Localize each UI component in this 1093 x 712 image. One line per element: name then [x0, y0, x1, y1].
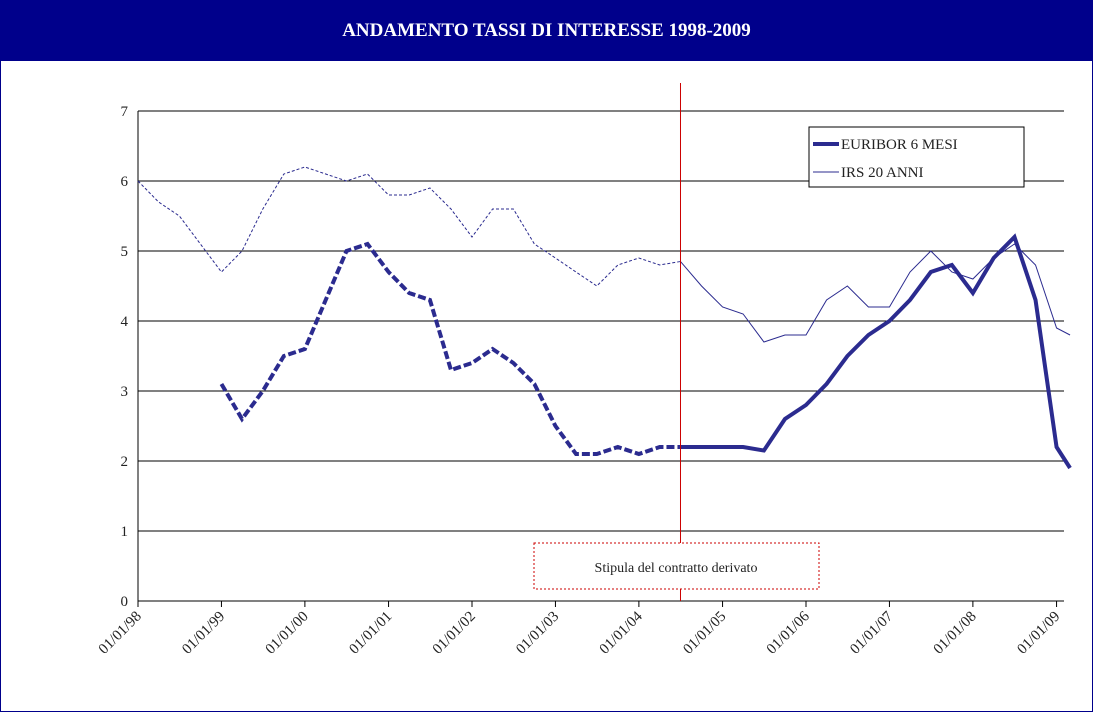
series-line-dashed — [219, 241, 681, 457]
x-tick-label: 01/01/98 — [96, 609, 145, 658]
y-tick-label: 5 — [121, 244, 129, 260]
series-line — [680, 233, 1072, 470]
series-line-dashed — [137, 166, 681, 287]
y-tick-label: 2 — [121, 454, 129, 470]
annotation: Stipula del contratto derivato — [595, 561, 758, 576]
series-line — [680, 243, 1071, 343]
chart: 0 1 2 3 4 5 6 7 01/01/98 01/01/99 01/01/00 01/01/01… — [96, 83, 1072, 658]
y-tick-label: 3 — [121, 384, 129, 400]
legend-box — [808, 126, 1025, 188]
x-tick-label: 01/01/09 — [1014, 609, 1063, 658]
x-tick-label: 01/01/00 — [263, 609, 312, 658]
y-tick-label: 1 — [121, 524, 129, 540]
y-tick-label: 6 — [121, 174, 129, 190]
y-tick-label: 7 — [121, 104, 129, 120]
legend-label: IRS 20 ANNI — [841, 165, 924, 181]
x-tick-label: 01/01/07 — [847, 608, 896, 657]
x-tick-label: 01/01/05 — [680, 609, 729, 658]
x-tick-label: 01/01/08 — [931, 609, 980, 658]
legend-label: EURIBOR 6 MESI — [841, 137, 958, 153]
y-tick-label: 4 — [121, 314, 129, 330]
annotation-box — [533, 542, 820, 590]
y-tick-label: 0 — [121, 594, 129, 610]
x-tick-label: 01/01/01 — [346, 609, 395, 658]
x-tick-label: 01/01/06 — [764, 608, 813, 657]
x-tick-label: 01/01/04 — [597, 608, 646, 657]
chart-title: ANDAMENTO TASSI DI INTERESSE 1998-2009 — [1, 1, 1092, 61]
x-tick-label: 01/01/03 — [513, 609, 562, 658]
x-tick-label: 01/01/02 — [430, 609, 479, 658]
x-tick-label: 01/01/99 — [179, 609, 228, 658]
